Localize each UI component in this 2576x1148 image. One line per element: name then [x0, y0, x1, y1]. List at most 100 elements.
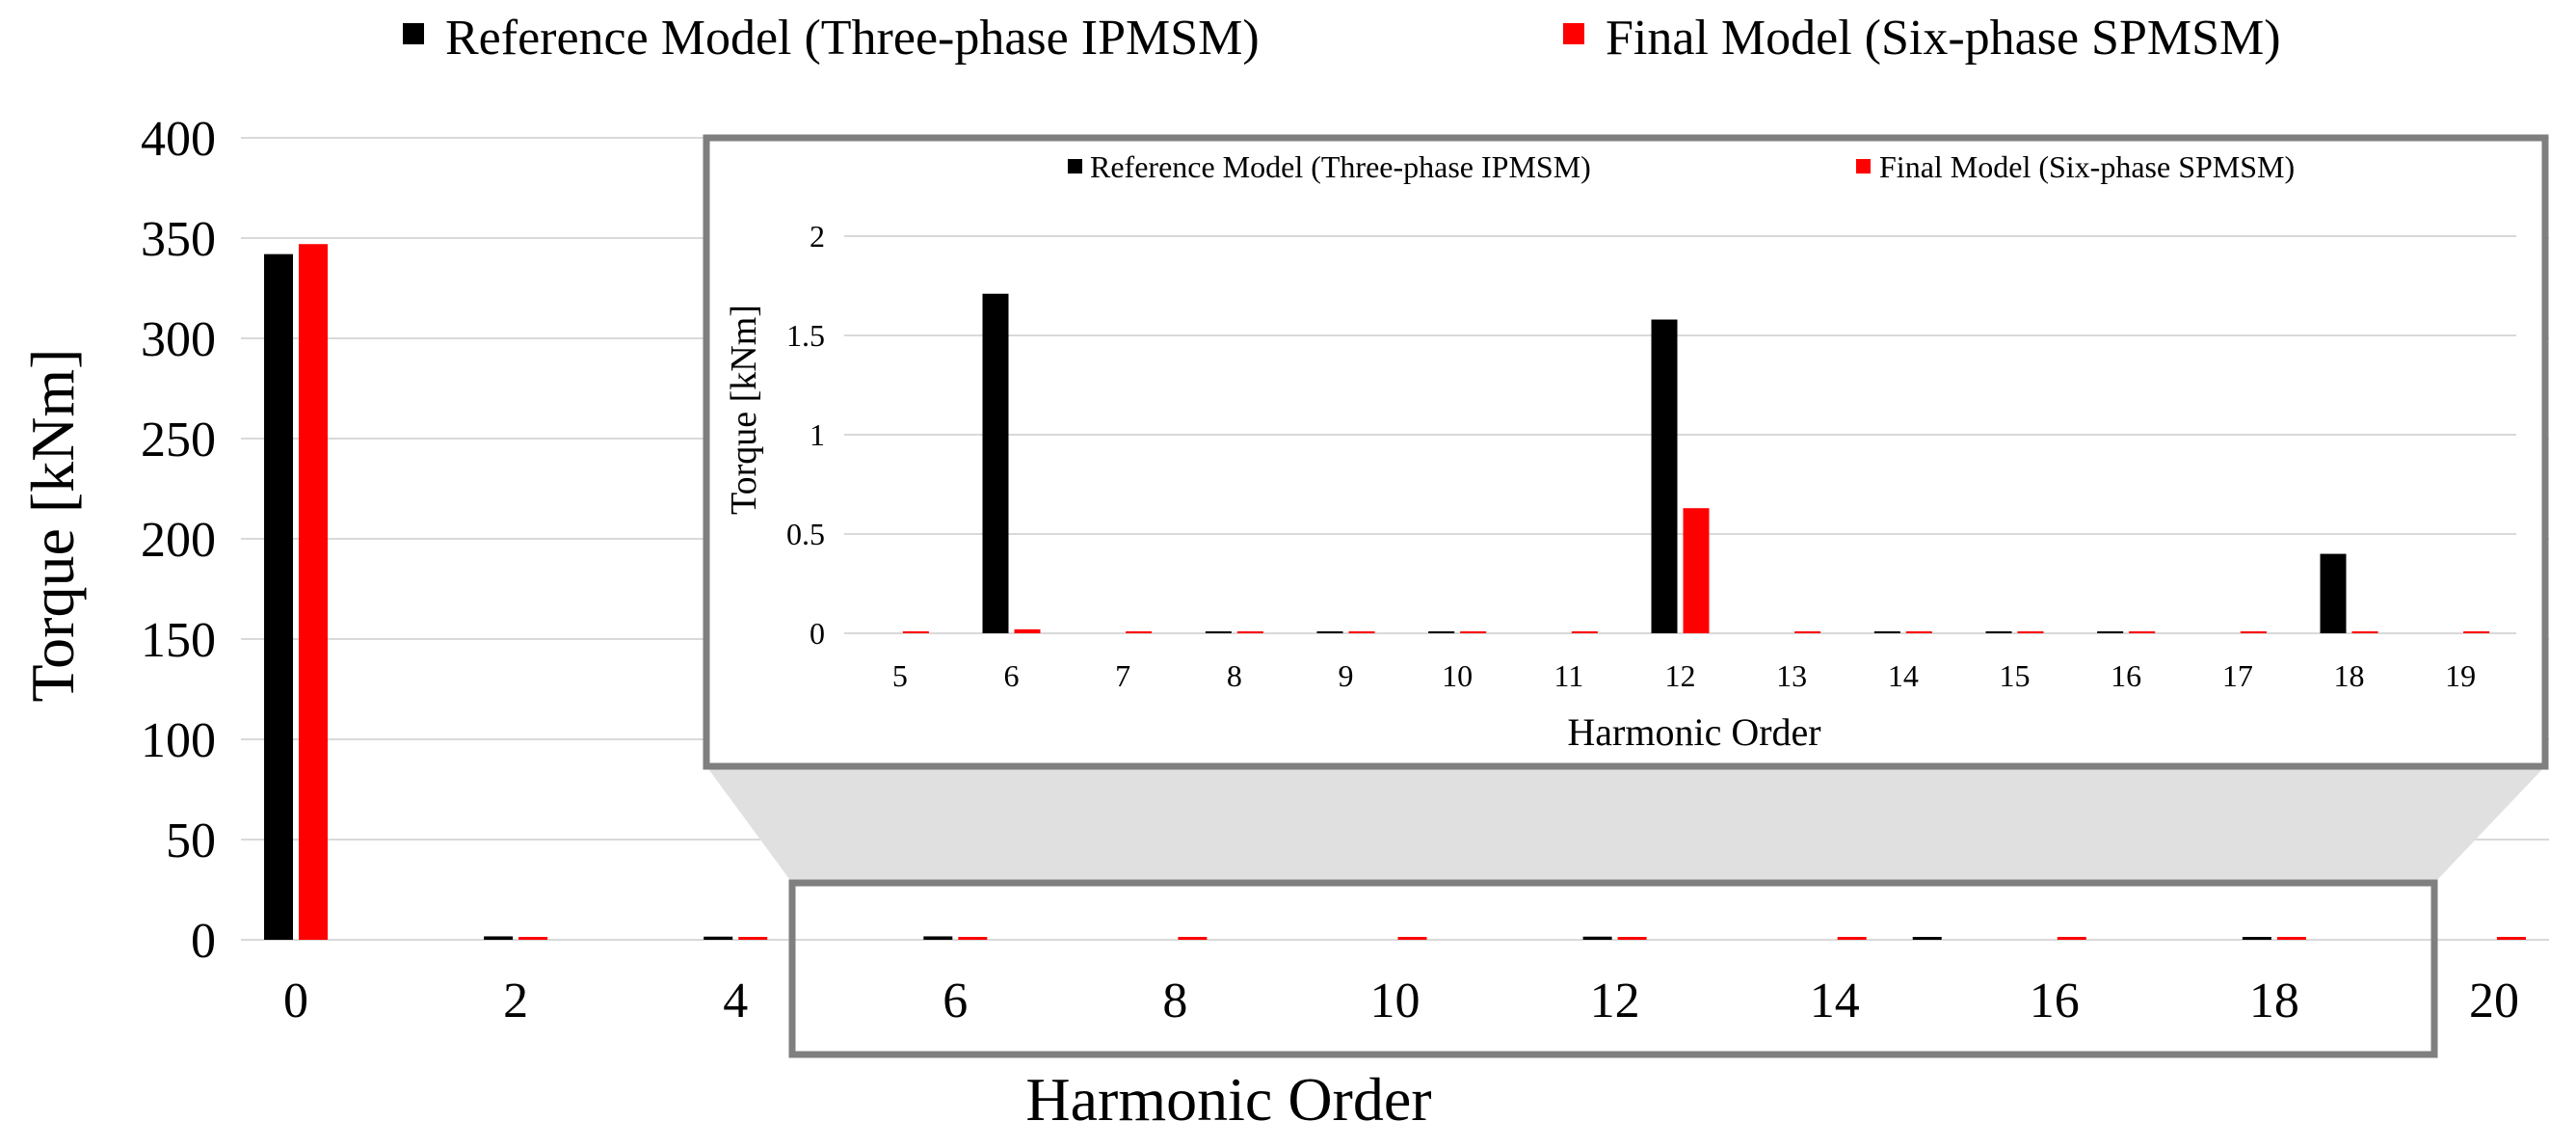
inset-x-axis-title: Harmonic Order [1567, 710, 1820, 754]
inset-bar-final [2463, 631, 2490, 633]
inset-y-tick-label: 1 [810, 417, 825, 452]
inset-x-tick-label: 5 [892, 658, 908, 693]
main-bar-reference [264, 254, 294, 940]
inset-bar-final [1126, 631, 1153, 633]
zoom-connector-band [706, 766, 2545, 883]
main-bar-reference [704, 936, 733, 940]
inset-x-tick-label: 9 [1339, 658, 1354, 693]
main-y-tick-label: 300 [141, 312, 216, 367]
inset-bar-final [1571, 631, 1598, 633]
inset-bar-reference [1316, 631, 1343, 633]
main-bar-reference [2242, 937, 2271, 940]
inset-bar-reference [2097, 631, 2124, 633]
inset-bar-reference [1428, 631, 1455, 633]
inset-x-tick-label: 12 [1665, 658, 1696, 693]
inset-bar-final [1683, 508, 1710, 633]
main-x-tick-label: 20 [2469, 974, 2519, 1028]
main-x-tick-label: 2 [503, 974, 528, 1028]
inset-bar-final [2129, 631, 2156, 633]
zoom-region-frame [788, 879, 2438, 1058]
inset-bar-final [902, 631, 929, 633]
main-bar-final [518, 937, 548, 940]
inset-y-tick-label: 1.5 [786, 318, 825, 353]
main-bar-final [1837, 937, 1867, 940]
main-bar-final [1178, 937, 1208, 940]
main-y-tick-label: 250 [141, 413, 216, 467]
inset-bar-final [1794, 631, 1821, 633]
inset-x-tick-label: 15 [2000, 658, 2031, 693]
main-bar-reference [1912, 937, 1942, 940]
inset-legend: Reference Model (Three-phase IPMSM) Fina… [1068, 149, 2295, 184]
main-legend-swatch-reference [403, 23, 424, 44]
inset-bar-final [2351, 631, 2378, 633]
inset-bar-final [1348, 631, 1375, 633]
inset-y-tick-label: 0.5 [786, 517, 825, 551]
inset-gridlines [844, 235, 2516, 634]
inset-bar-reference [2320, 553, 2347, 633]
inset-bar-reference [982, 293, 1009, 633]
main-y-axis-title: Torque [kNm] [18, 349, 87, 703]
main-bar-reference [484, 936, 514, 940]
main-y-tick-label: 0 [191, 914, 216, 969]
inset-panel [706, 138, 2545, 766]
inset-x-tick-label: 17 [2222, 658, 2253, 693]
main-bar-reference [1582, 936, 1612, 940]
inset-bar-final [2240, 631, 2267, 633]
inset-legend-label-reference: Reference Model (Three-phase IPMSM) [1090, 149, 1591, 184]
inset-x-tick-label: 13 [1776, 658, 1807, 693]
main-x-tick-label: 10 [1370, 974, 1421, 1028]
inset-bar-reference [1651, 319, 1678, 633]
inset-x-tick-label: 14 [1888, 658, 1919, 693]
inset-x-tick-label: 10 [1442, 658, 1473, 693]
main-x-tick-label: 6 [943, 974, 968, 1028]
inset-x-tick-label: 7 [1115, 658, 1130, 693]
inset-x-tick-label: 18 [2334, 658, 2365, 693]
main-legend: Reference Model (Three-phase IPMSM) Fina… [403, 11, 2281, 66]
main-x-tick-label: 16 [2030, 974, 2080, 1028]
main-y-tick-label: 150 [141, 613, 216, 668]
main-bars [264, 244, 2526, 941]
inset-bar-final [1460, 631, 1487, 633]
inset-bar-reference [1873, 631, 1900, 633]
main-x-axis-title: Harmonic Order [1025, 1065, 1431, 1134]
main-y-tick-label: 400 [141, 112, 216, 167]
main-bar-final [958, 937, 988, 940]
main-x-tick-label: 8 [1162, 974, 1187, 1028]
main-y-tick-label: 350 [141, 212, 216, 267]
inset-y-tick-label: 2 [810, 219, 825, 254]
main-y-tick-label: 50 [166, 814, 216, 868]
inset-bar-reference [1205, 631, 1232, 633]
main-bar-final [2057, 937, 2086, 940]
main-y-tick-label: 200 [141, 513, 216, 568]
inset-bar-final [1014, 628, 1041, 633]
main-x-tick-label: 12 [1590, 974, 1640, 1028]
main-x-tick-label: 18 [2249, 974, 2299, 1028]
inset-axes: 0 0.5 1 1.5 2 5 6 7 8 9 10 11 12 13 14 15 16 17 18 19 [786, 219, 2476, 693]
main-x-tick-label: 14 [1810, 974, 1860, 1028]
inset-bar-final [1236, 631, 1263, 633]
main-bar-final [299, 244, 329, 941]
main-x-tick-label: 0 [283, 974, 308, 1028]
inset-legend-swatch-final [1856, 159, 1871, 174]
inset-x-tick-label: 19 [2445, 658, 2476, 693]
main-bar-final [1397, 937, 1427, 940]
main-bar-final [2496, 937, 2526, 940]
main-legend-swatch-final [1563, 23, 1584, 44]
main-y-tick-label: 100 [141, 713, 216, 768]
inset-bar-final [2017, 631, 2044, 633]
main-bar-reference [923, 936, 953, 940]
inset-bar-reference [1985, 631, 2012, 633]
main-bar-final [738, 937, 768, 940]
inset-legend-label-final: Final Model (Six-phase SPMSM) [1879, 149, 2295, 184]
inset-x-tick-label: 6 [1004, 658, 1020, 693]
main-legend-label-final: Final Model (Six-phase SPMSM) [1606, 11, 2281, 66]
inset-y-axis-title: Torque [kNm] [724, 305, 764, 515]
main-legend-label-reference: Reference Model (Three-phase IPMSM) [445, 11, 1260, 66]
inset-y-tick-label: 0 [810, 616, 825, 651]
inset-bars [902, 293, 2490, 633]
inset-x-tick-label: 16 [2111, 658, 2141, 693]
inset-x-tick-label: 11 [1554, 658, 1583, 693]
